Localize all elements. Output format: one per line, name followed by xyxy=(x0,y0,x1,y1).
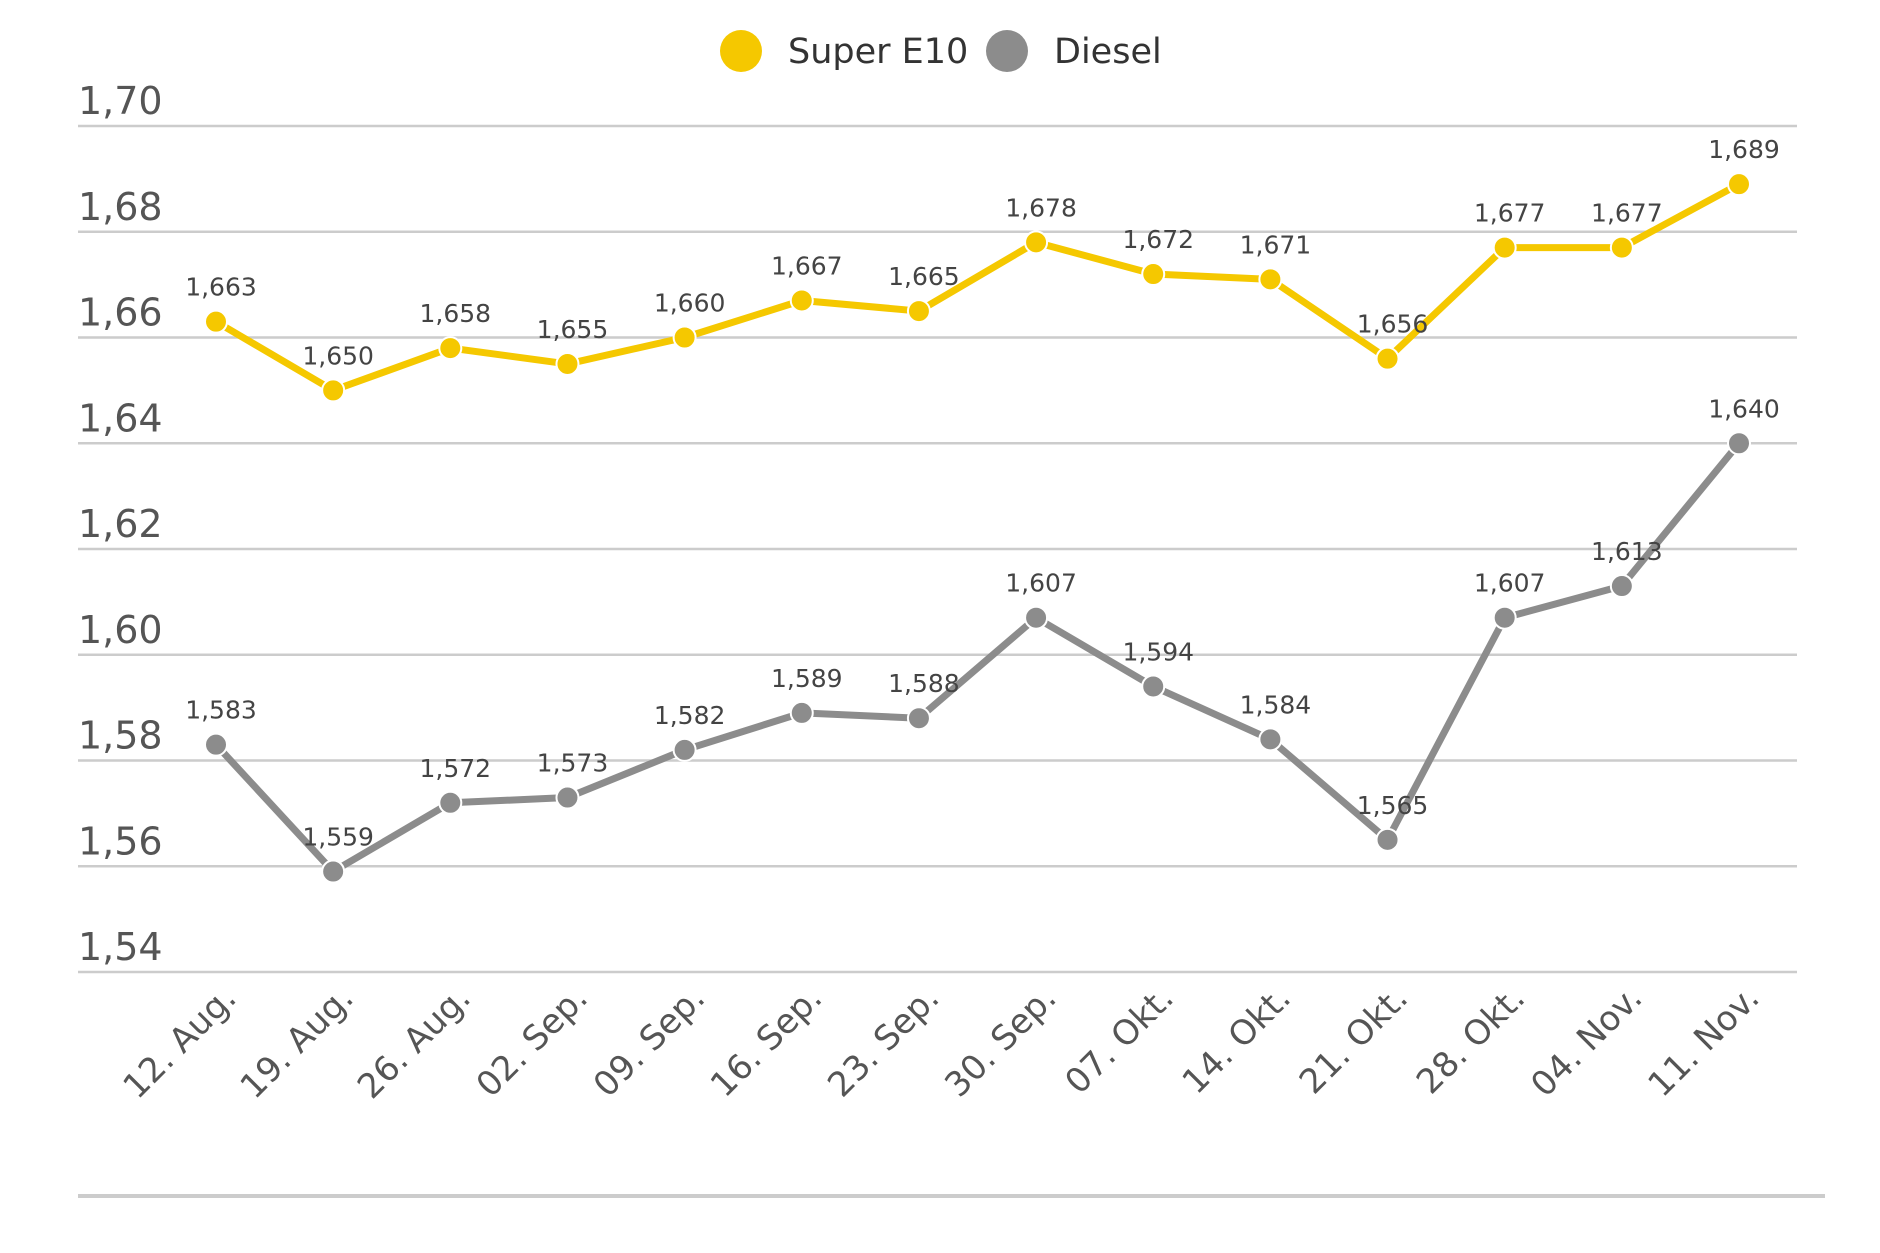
data-label: 1,678 xyxy=(1005,193,1077,222)
x-tick-label: 14. Okt. xyxy=(1175,978,1299,1102)
y-tick-label: 1,62 xyxy=(78,502,163,546)
data-point xyxy=(1727,172,1751,197)
data-point xyxy=(1141,262,1166,287)
x-tick-label: 16. Sep. xyxy=(703,978,830,1105)
data-label: 1,689 xyxy=(1708,135,1780,164)
x-tick-label: 21. Okt. xyxy=(1292,978,1416,1102)
data-point xyxy=(1258,267,1283,292)
data-label: 1,667 xyxy=(771,251,843,280)
data-point xyxy=(1492,605,1517,630)
series-line xyxy=(213,441,1742,876)
data-point xyxy=(555,785,580,810)
y-tick-label: 1,70 xyxy=(78,79,163,123)
data-label: 1,663 xyxy=(185,273,257,302)
data-point xyxy=(321,378,346,403)
legend-label: Super E10 xyxy=(788,32,968,72)
data-point xyxy=(1492,235,1517,260)
data-label: 1,607 xyxy=(1474,569,1546,598)
data-label: 1,584 xyxy=(1240,690,1312,719)
data-point xyxy=(1375,346,1400,371)
data-label: 1,650 xyxy=(302,341,374,370)
data-label: 1,658 xyxy=(420,299,492,328)
data-label: 1,656 xyxy=(1357,310,1429,339)
data-label: 1,582 xyxy=(654,701,726,730)
data-point xyxy=(204,309,228,334)
y-tick-label: 1,60 xyxy=(78,608,163,652)
data-label: 1,672 xyxy=(1122,225,1194,254)
data-point xyxy=(1609,574,1634,599)
data-label: 1,613 xyxy=(1591,537,1663,566)
y-tick-label: 1,64 xyxy=(78,396,163,440)
x-tick-label: 09. Sep. xyxy=(586,978,713,1105)
data-point xyxy=(1609,235,1634,260)
y-tick-label: 1,54 xyxy=(78,925,163,969)
data-point xyxy=(555,351,580,376)
data-point xyxy=(1727,431,1751,456)
data-label: 1,671 xyxy=(1240,230,1312,259)
data-point xyxy=(672,737,697,762)
data-point xyxy=(672,325,697,350)
data-point xyxy=(1375,827,1400,852)
data-point xyxy=(1024,605,1049,630)
data-point xyxy=(1141,674,1166,699)
data-label: 1,665 xyxy=(888,262,960,291)
y-tick-label: 1,66 xyxy=(78,291,163,335)
data-point xyxy=(438,790,463,815)
data-label: 1,589 xyxy=(771,664,843,693)
x-tick-label: 19. Aug. xyxy=(233,978,362,1107)
data-point xyxy=(906,706,931,731)
data-label: 1,573 xyxy=(537,749,609,778)
data-point xyxy=(1258,727,1283,752)
x-tick-label: 12. Aug. xyxy=(116,978,245,1107)
data-label: 1,588 xyxy=(888,669,960,698)
data-point xyxy=(1024,230,1049,255)
data-label: 1,640 xyxy=(1708,394,1780,423)
legend-label: Diesel xyxy=(1054,32,1162,72)
x-tick-label: 28. Okt. xyxy=(1409,978,1533,1102)
data-point xyxy=(438,336,463,361)
series-line xyxy=(214,181,1741,394)
data-label: 1,677 xyxy=(1474,199,1546,228)
data-label: 1,660 xyxy=(654,289,726,318)
data-point xyxy=(789,700,814,725)
data-label: 1,655 xyxy=(537,315,609,344)
x-tick-label: 07. Okt. xyxy=(1058,978,1182,1102)
data-label: 1,583 xyxy=(185,696,257,725)
data-label: 1,677 xyxy=(1591,199,1663,228)
x-tick-label: 26. Aug. xyxy=(350,978,479,1107)
data-label: 1,559 xyxy=(302,823,374,852)
x-tick-label: 04. Nov. xyxy=(1523,978,1650,1105)
x-tick-label: 11. Nov. xyxy=(1641,978,1768,1105)
data-label: 1,565 xyxy=(1357,791,1429,820)
legend-marker xyxy=(986,30,1028,72)
y-tick-label: 1,58 xyxy=(78,714,163,758)
data-label: 1,607 xyxy=(1005,569,1077,598)
data-point xyxy=(906,299,931,324)
data-point xyxy=(789,288,814,313)
x-tick-label: 23. Sep. xyxy=(820,978,947,1105)
y-tick-label: 1,68 xyxy=(78,185,163,229)
x-tick-label: 02. Sep. xyxy=(469,978,596,1105)
data-point xyxy=(321,859,346,884)
data-label: 1,572 xyxy=(420,754,492,783)
y-tick-label: 1,56 xyxy=(78,819,163,863)
data-point xyxy=(204,732,228,757)
data-label: 1,594 xyxy=(1122,637,1194,666)
x-tick-label: 30. Sep. xyxy=(937,978,1064,1105)
legend-marker xyxy=(720,30,762,72)
